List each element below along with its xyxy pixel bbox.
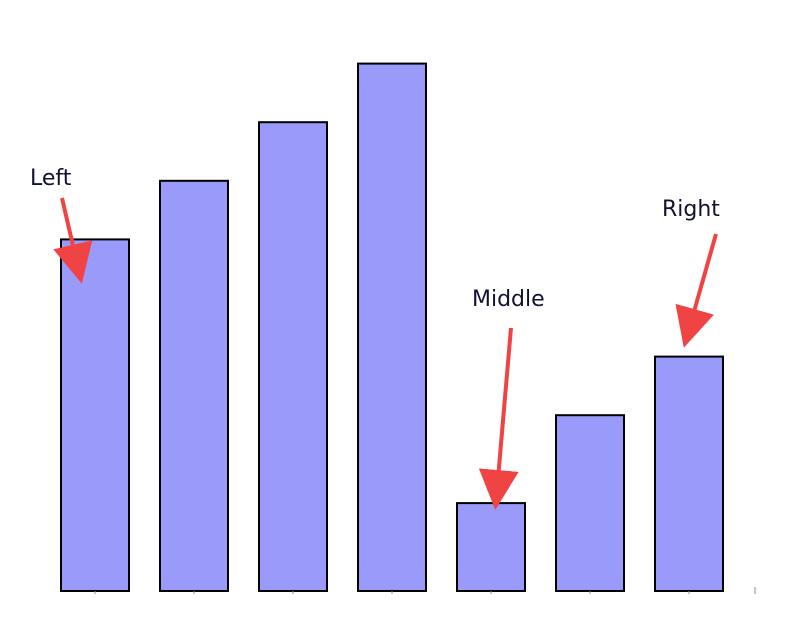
annotation-arrow-left (53, 197, 93, 284)
bars-layer (60, 62, 724, 593)
annotation-label-middle: Middle (472, 287, 545, 312)
bar-2 (159, 179, 229, 593)
annotation-label-right: Right (662, 197, 720, 222)
annotation-arrow-right (675, 233, 718, 348)
bar-6 (555, 414, 625, 593)
bar-4 (357, 62, 427, 593)
bar-5 (456, 502, 526, 593)
bar-1 (60, 238, 130, 592)
annotations-layer: Left Middle Right (30, 166, 720, 510)
annotation-label-left: Left (30, 166, 72, 191)
bar-7 (654, 355, 724, 592)
bar-3 (258, 121, 328, 592)
annotation-arrow-middle (478, 327, 519, 510)
ticks-layer (94, 587, 756, 594)
